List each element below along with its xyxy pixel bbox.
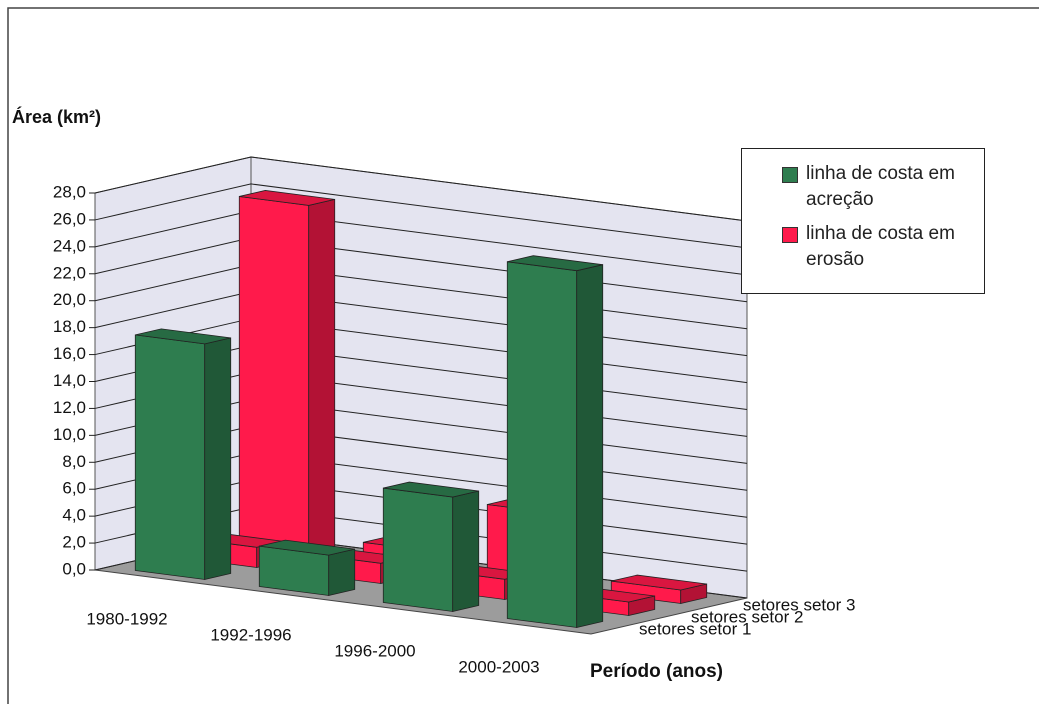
y-tick-label: 14,0 (53, 371, 86, 390)
y-tick-label: 28,0 (53, 182, 86, 201)
grid-line (94, 156, 748, 222)
legend-item: linha de costa em erosão (752, 221, 974, 273)
x-tick-label: 1980-1992 (86, 609, 167, 628)
y-tick-label: 16,0 (53, 344, 86, 363)
legend-swatch (782, 227, 798, 243)
bar-front (238, 195, 310, 556)
legend: linha de costa em acreção linha de costa … (741, 148, 985, 294)
bar-front (134, 334, 206, 580)
y-tick-label: 6,0 (62, 479, 86, 498)
bar-side (576, 264, 604, 628)
bar (258, 539, 356, 596)
x-axis-label: Período (anos) (590, 661, 723, 682)
depth-tick-label: setores setor 3 (743, 595, 855, 614)
bar-top (239, 190, 335, 206)
depth-tick-label: setores setor 1 (639, 619, 751, 638)
grid-line (94, 183, 748, 249)
bar-side (204, 337, 232, 580)
bar-top (611, 574, 707, 591)
bar (238, 190, 336, 556)
y-tick-label: 22,0 (53, 263, 86, 282)
legend-item: linha de costa em acreção (752, 161, 974, 213)
y-tick-label: 2,0 (62, 533, 86, 552)
y-axis-label: Área (km²) (12, 106, 101, 127)
bar-side (328, 548, 356, 596)
legend-swatch (782, 167, 798, 183)
x-tick-label: 2000-2003 (458, 657, 539, 676)
y-tick-label: 4,0 (62, 506, 86, 525)
bar-front (382, 487, 454, 612)
bar-top (135, 328, 231, 345)
y-tick-label: 26,0 (53, 209, 86, 228)
y-tick-label: 24,0 (53, 236, 86, 255)
y-tick-label: 10,0 (53, 425, 86, 444)
y-tick-label: 8,0 (62, 452, 86, 471)
bar-top (507, 255, 603, 272)
y-tick-label: 20,0 (53, 290, 86, 309)
y-tick-label: 18,0 (53, 317, 86, 336)
legend-label: linha de costa em acreção (806, 163, 955, 210)
legend-label: linha de costa em erosão (806, 223, 955, 270)
bar (610, 574, 708, 604)
bar (382, 481, 480, 612)
frame (7, 7, 1039, 704)
bar-side (452, 490, 480, 612)
bar (506, 255, 604, 628)
bar-side (308, 198, 336, 556)
y-tick-label: 0,0 (62, 559, 86, 578)
bar-top (259, 539, 355, 556)
bar (134, 328, 232, 580)
bar-top (383, 481, 479, 498)
bar-front (506, 261, 578, 628)
depth-tick-label: setores setor 2 (691, 607, 803, 626)
x-tick-label: 1992-1996 (210, 625, 291, 644)
x-tick-label: 1996-2000 (334, 641, 415, 660)
y-tick-label: 12,0 (53, 398, 86, 417)
